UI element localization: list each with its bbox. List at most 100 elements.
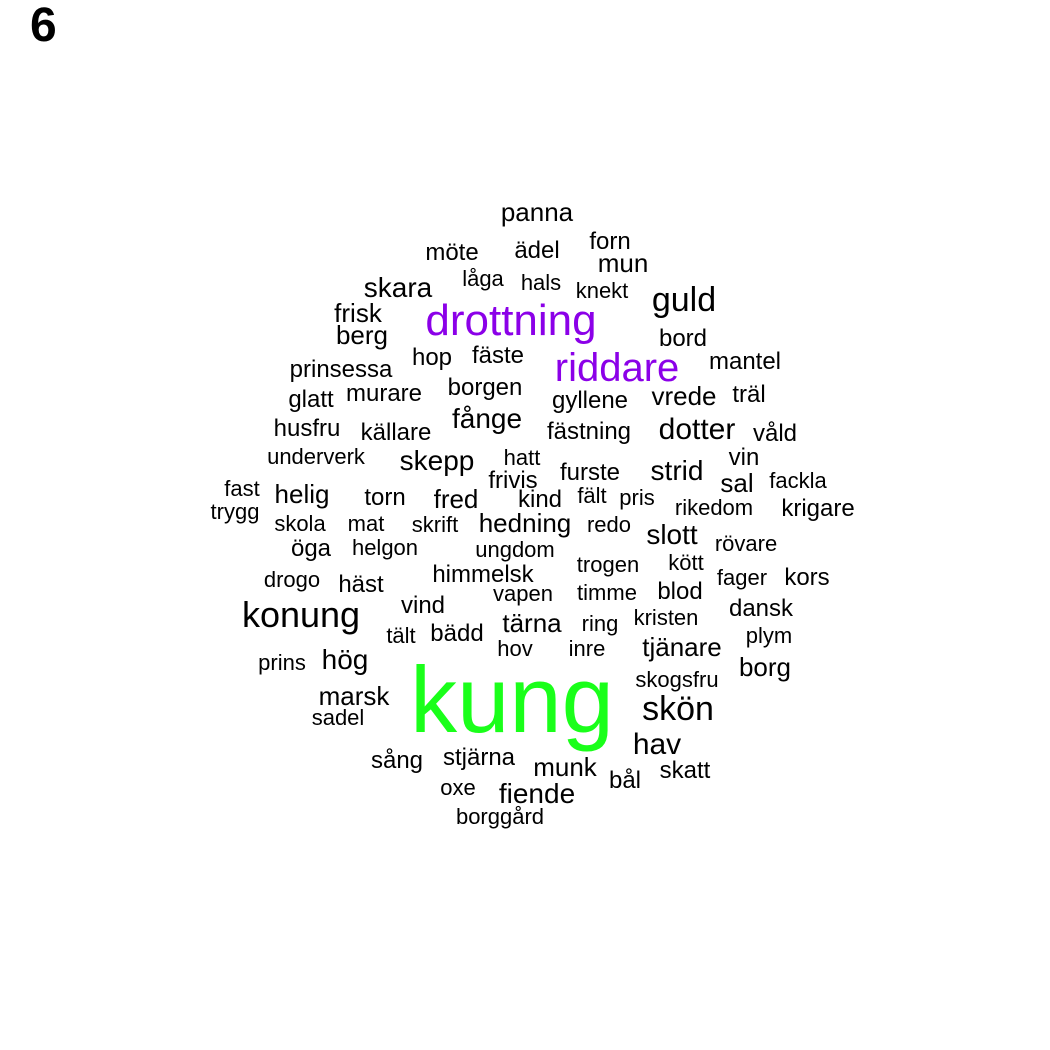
cloud-word: hatt [503,445,541,470]
cloud-word: skogsfru [635,667,719,692]
cloud-word: sal [720,468,754,498]
cloud-word: kind [517,486,563,513]
panel-label: 6 [30,0,57,52]
cloud-word: fält [577,483,607,508]
cloud-word: underverk [267,444,365,469]
cloud-word: fånge [451,403,523,434]
cloud-word: glatt [288,386,334,413]
cloud-word: torn [364,484,406,511]
cloud-word: berg [335,320,389,350]
cloud-word: strid [650,455,704,486]
cloud-word: marsk [318,681,390,711]
cloud-word: borggård [455,804,545,829]
cloud-word: hov [497,636,533,661]
cloud-word: bädd [430,620,484,647]
cloud-word: kors [784,564,830,591]
cloud-word: möte [425,239,479,266]
cloud-word: öga [290,535,332,562]
cloud-word: vind [400,592,446,619]
cloud-word: träl [732,381,766,408]
cloud-word: furste [559,459,621,486]
cloud-word: sadel [311,705,365,730]
cloud-word: blod [657,578,703,605]
cloud-word: kött [668,550,704,575]
cloud-word: skara [363,272,433,303]
cloud-word: konung [241,594,361,635]
cloud-word: helig [274,479,330,509]
cloud-word: trogen [576,552,640,577]
cloud-word: prinsessa [289,356,393,383]
cloud-word: prins [258,650,306,675]
cloud-word: mat [347,511,385,536]
cloud-word: borgen [447,374,523,401]
cloud-word: kung [410,647,614,752]
cloud-word: kristen [633,605,699,630]
cloud-word: murare [345,380,423,407]
cloud-word: redo [586,512,632,537]
cloud-word: dotter [658,413,736,446]
cloud-word: stjärna [442,744,516,771]
cloud-word: sång [370,747,424,774]
cloud-word: hög [321,644,369,675]
cloud-word: knekt [575,278,629,303]
cloud-word: krigare [781,495,855,522]
cloud-word: fager [716,565,768,590]
cloud-word: hop [411,344,453,371]
cloud-word: guld [651,281,717,319]
cloud-word: bål [608,767,642,794]
cloud-word: tärna [502,608,562,638]
cloud-word: vapen [493,581,553,606]
cloud-word: tjänare [642,632,722,662]
cloud-word: hav [632,728,682,761]
cloud-word: skatt [659,757,711,784]
cloud-word: husfru [273,415,341,442]
cloud-word: forn [589,228,631,255]
cloud-word: drottning [425,296,597,345]
cloud-word: våld [752,420,798,447]
cloud-word: häst [338,571,384,598]
cloud-word: tält [386,623,416,648]
cloud-word: fast [224,476,260,501]
cloud-word: riddare [554,346,680,390]
cloud-word: hedning [478,508,572,538]
cloud-word: skepp [399,445,475,476]
cloud-word: himmelsk [432,561,534,588]
cloud-word: fackla [769,468,827,493]
cloud-word: plym [745,623,793,648]
cloud-word: hals [520,270,562,295]
cloud-word: vrede [651,381,717,411]
cloud-word: inre [568,636,606,661]
cloud-word: slott [646,519,698,550]
cloud-word: fiende [498,778,576,809]
cloud-word: rövare [714,531,778,556]
cloud-word: oxe [440,775,476,800]
cloud-word: rikedom [674,495,754,520]
cloud-word: borg [738,652,792,682]
cloud-word: fästning [546,418,632,445]
cloud-word: frivis [488,467,538,494]
cloud-word: panna [500,197,574,227]
cloud-word: fäste [471,342,525,369]
cloud-word: källare [360,419,432,446]
cloud-word: trygg [210,499,260,524]
cloud-word: fred [433,484,479,514]
cloud-word: ring [581,611,619,636]
cloud-word: ädel [514,237,560,264]
cloud-word: helgon [351,535,419,560]
cloud-word: timme [577,580,637,605]
cloud-word: drogo [263,567,321,592]
cloud-word: bord [658,325,708,352]
cloud-word: mun [597,248,649,278]
cloud-word: skön [642,690,714,728]
cloud-word: munk [533,752,597,782]
cloud-word: pris [619,485,655,510]
cloud-word: låga [462,266,504,291]
cloud-word: skola [274,511,326,536]
cloud-word: vin [728,444,760,471]
cloud-word: skrift [411,512,459,537]
cloud-word: dansk [728,595,794,622]
cloud-word: mantel [708,348,782,375]
cloud-word: frisk [334,298,382,328]
cloud-word: gyllene [551,387,629,414]
